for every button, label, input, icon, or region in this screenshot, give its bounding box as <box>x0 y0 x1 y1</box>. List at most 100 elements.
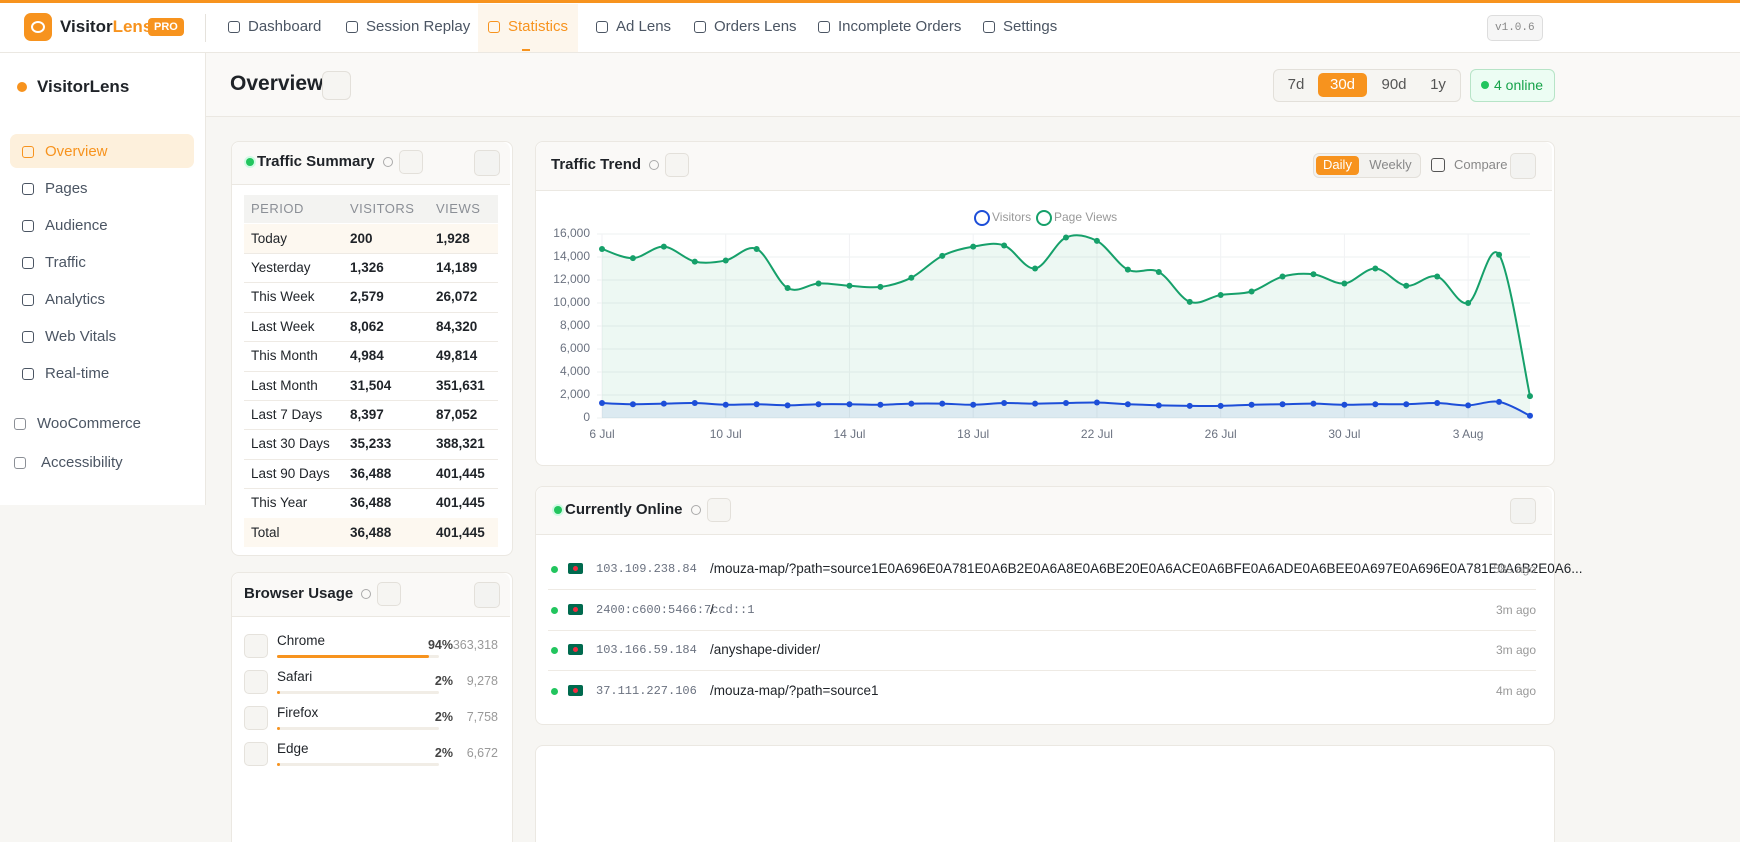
sidebar-section[interactable]: WooCommerce <box>37 415 141 432</box>
icon <box>488 21 500 33</box>
data-point <box>1310 271 1317 278</box>
data-point <box>722 401 729 408</box>
nav-item[interactable]: Statistics <box>508 18 569 35</box>
nav-item[interactable]: Session Replay <box>366 18 471 35</box>
refresh-button[interactable] <box>322 71 351 100</box>
data-point <box>1155 268 1162 275</box>
data-point <box>1217 402 1224 409</box>
data-point <box>1093 399 1100 406</box>
table-cell: Yesterday <box>251 259 311 275</box>
card-header-bg <box>232 142 510 185</box>
table-cell: Last 7 Days <box>251 406 323 422</box>
collapse-button[interactable] <box>1510 153 1536 179</box>
ip-address: 103.109.238.84 <box>596 562 697 576</box>
y-tick-label: 12,000 <box>553 272 590 286</box>
page-title: Overview <box>230 72 324 95</box>
data-point <box>1063 234 1069 241</box>
row-divider <box>244 253 498 254</box>
usage-bar <box>277 763 281 766</box>
sidebar-section[interactable]: Accessibility <box>41 454 123 471</box>
sidebar-item[interactable]: Analytics <box>45 291 106 308</box>
usage-count: 9,278 <box>466 674 498 688</box>
card-title: Traffic Trend <box>551 156 642 173</box>
collapse-button[interactable] <box>474 150 500 176</box>
browser-icon <box>244 634 268 658</box>
range-group <box>1273 69 1461 102</box>
sidebar-item[interactable]: Audience <box>45 217 108 234</box>
toggle[interactable]: Weekly <box>1369 157 1412 172</box>
range-button[interactable]: 7d <box>1287 76 1305 93</box>
usage-bar <box>277 727 281 730</box>
nav-item[interactable]: Settings <box>1003 18 1058 35</box>
logo <box>24 13 52 41</box>
row-divider <box>244 400 498 401</box>
last-seen: 58s ago <box>1493 562 1536 576</box>
row-divider <box>244 282 498 284</box>
data-point <box>846 282 853 289</box>
status-dot <box>551 606 558 614</box>
collapse-button[interactable] <box>1510 498 1536 524</box>
collapse-button[interactable] <box>474 582 500 608</box>
data-point <box>1217 291 1224 298</box>
nav-item[interactable]: Dashboard <box>248 18 322 35</box>
ip-address: 37.111.227.106 <box>596 684 697 699</box>
refresh-button[interactable] <box>377 582 402 606</box>
table-cell: 8,397 <box>350 406 384 422</box>
sidebar-item[interactable]: Overview <box>45 143 108 160</box>
table-cell: 14,189 <box>436 259 478 275</box>
data-point <box>691 400 698 407</box>
data-point <box>1001 400 1008 407</box>
flag-dot <box>573 566 578 571</box>
refresh-button[interactable] <box>665 153 690 177</box>
icon <box>346 21 358 33</box>
column-header: PERIOD <box>251 201 304 216</box>
x-tick-label: 30 Jul <box>1328 427 1360 441</box>
bar-track <box>277 727 439 730</box>
y-tick-label: 0 <box>583 410 590 424</box>
page-path: /anyshape-divider/ <box>710 642 821 658</box>
data-point <box>722 257 729 264</box>
sidebar-item[interactable]: Web Vitals <box>45 328 117 345</box>
table-cell: 8,062 <box>350 318 384 334</box>
data-point <box>660 243 667 250</box>
nav-item[interactable]: Incomplete Orders <box>838 18 962 35</box>
data-point <box>1434 273 1441 280</box>
table-cell: 36,488 <box>350 465 392 481</box>
card-header-bg <box>232 573 510 617</box>
refresh-button[interactable] <box>706 498 731 522</box>
range-button[interactable]: 1y <box>1430 76 1446 93</box>
data-point <box>1372 265 1379 272</box>
data-point <box>939 252 946 259</box>
data-point <box>1341 280 1348 287</box>
data-point <box>1063 400 1069 407</box>
range-button[interactable]: 90d <box>1381 76 1407 93</box>
table-cell: 84,320 <box>436 318 478 334</box>
data-point <box>939 400 946 407</box>
sidebar-item[interactable]: Traffic <box>45 254 86 271</box>
active-item <box>10 134 194 168</box>
bar-track <box>277 691 439 694</box>
table-cell: 31,504 <box>350 377 392 393</box>
data-point <box>599 245 605 252</box>
last-seen: 4m ago <box>1495 684 1536 699</box>
data-point <box>753 401 760 408</box>
sidebar-item[interactable]: Real-time <box>45 365 110 382</box>
data-point <box>1001 242 1008 249</box>
row-divider <box>548 670 1536 672</box>
toggle[interactable]: Daily <box>1323 157 1352 172</box>
checkbox[interactable] <box>1431 158 1445 172</box>
data-point <box>1186 298 1193 305</box>
nav-item[interactable]: Orders Lens <box>714 18 797 35</box>
table-cell: 26,072 <box>436 289 478 305</box>
x-tick-label: 3 Aug <box>1453 427 1484 441</box>
y-tick-label: 6,000 <box>560 341 590 355</box>
data-point <box>629 401 636 408</box>
usage-bar <box>277 655 430 658</box>
nav-item[interactable]: Ad Lens <box>616 18 672 35</box>
data-point <box>1032 400 1039 407</box>
sidebar-item[interactable]: Pages <box>45 180 88 197</box>
data-point <box>1248 401 1255 408</box>
icon <box>22 368 34 380</box>
range-button[interactable]: 30d <box>1329 76 1356 93</box>
refresh-button[interactable] <box>398 150 423 174</box>
